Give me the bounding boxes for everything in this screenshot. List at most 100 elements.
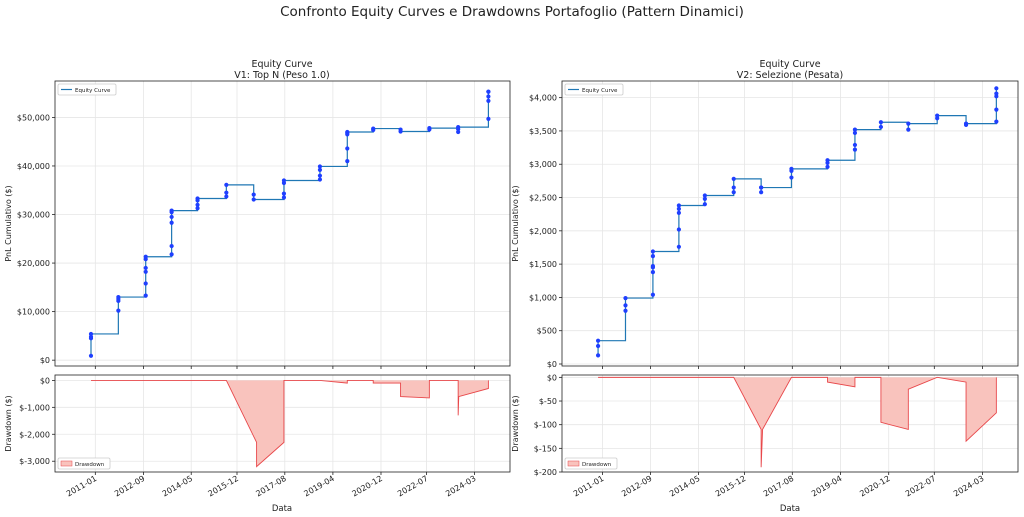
equity-point	[906, 121, 911, 126]
equity-point	[825, 164, 830, 169]
x-tick-label: 2022-07	[904, 474, 937, 499]
equity-point	[486, 89, 491, 94]
y-tick-label: $30,000	[17, 211, 50, 220]
x-tick-label: 2022-07	[396, 474, 429, 499]
equity-point	[169, 220, 174, 225]
equity-point	[317, 173, 323, 178]
equity-point	[994, 107, 999, 112]
x-tick-label: 2012-09	[620, 474, 653, 499]
panel-v1-title: Equity Curve	[251, 59, 312, 70]
equity-point	[317, 167, 323, 172]
equity-point	[281, 195, 287, 200]
legend-label: Drawdown	[75, 462, 105, 468]
equity-point	[676, 244, 681, 249]
equity-point	[878, 124, 884, 130]
y-tick-label: $0	[40, 356, 50, 365]
equity-point	[852, 127, 858, 132]
y-tick-label: $-3,000	[19, 457, 50, 466]
equity-point	[789, 166, 794, 171]
equity-point	[169, 214, 174, 220]
y-axis-label: PnL Cumulativo ($)	[511, 185, 520, 261]
equity-point	[143, 293, 148, 298]
y-axis-label: PnL Cumulativo ($)	[4, 185, 13, 261]
panel-v2-title: Equity Curve	[759, 59, 820, 70]
equity-point	[994, 119, 999, 124]
equity-point	[317, 164, 323, 169]
equity-point	[456, 125, 461, 130]
x-axis-label-right: Data	[780, 504, 800, 514]
x-tick-label: 2014-05	[668, 474, 701, 499]
equity-point	[345, 146, 350, 151]
equity-point	[852, 147, 858, 152]
equity-point	[731, 176, 736, 181]
panel-v2-subtitle: V2: Selezione (Pesata)	[737, 70, 843, 81]
y-tick-label: $0	[40, 376, 50, 385]
legend-swatch	[60, 460, 73, 467]
equity-point	[371, 126, 376, 131]
equity-point	[88, 353, 94, 358]
equity-point	[676, 227, 681, 232]
equity-point	[317, 177, 323, 182]
x-tick-label: 2011-01	[65, 474, 98, 499]
y-tick-label: $20,000	[17, 259, 50, 268]
equity-point	[345, 129, 350, 135]
panel-v1-subtitle: V1: Top N (Peso 1.0)	[234, 70, 329, 81]
legend-box	[564, 83, 624, 96]
y-tick-label: $50,000	[17, 113, 50, 122]
equity-point	[650, 292, 656, 297]
equity-point	[281, 191, 287, 196]
equity-point	[345, 159, 350, 164]
y-tick-label: $3,000	[529, 160, 557, 169]
x-tick-label: 2011-01	[572, 474, 605, 499]
equity-point	[427, 125, 432, 131]
v1-equity-axes: $0 $10,000 $20,000 $30,000 $40,000 $50,000 PnL…	[4, 80, 511, 369]
panel-v1-drawdown: $0 $-1,000 $-2,000 $-3,000 Drawdown ($) 2011-…	[4, 374, 511, 499]
y-tick-label: $1,000	[529, 293, 557, 302]
equity-point	[878, 120, 884, 125]
equity-point	[676, 206, 681, 211]
equity-point	[169, 252, 174, 257]
v2-drawdown-axes: $0 $-50 $-100 $-150 $-200 Drawdown ($) 2011-01…	[511, 373, 1019, 499]
equity-point	[731, 190, 736, 195]
v1-drawdown-axes: $0 $-1,000 $-2,000 $-3,000 Drawdown ($) 2011-…	[4, 374, 511, 499]
x-tick-label: 2020-12	[351, 474, 384, 499]
equity-point	[935, 113, 940, 118]
equity-point	[224, 194, 229, 199]
equity-point	[650, 254, 656, 259]
x-tick-label: 2012-09	[113, 474, 146, 499]
y-tick-label: $-50	[539, 397, 557, 406]
equity-point	[595, 343, 601, 349]
equity-point	[650, 249, 656, 254]
equity-point	[224, 182, 229, 188]
legend-box	[57, 83, 117, 96]
equity-point	[650, 270, 656, 275]
x-tick-label: 2020-12	[858, 474, 891, 499]
x-tick-label: 2019-04	[302, 474, 335, 499]
equity-point	[486, 98, 491, 104]
drawdown-line	[598, 376, 997, 468]
equity-point	[963, 121, 969, 126]
equity-point	[623, 303, 628, 308]
y-tick-label: $4,000	[529, 94, 557, 103]
equity-point	[195, 196, 200, 201]
legend-swatch	[567, 460, 580, 467]
y-tick-label: $3,500	[529, 127, 557, 136]
equity-point	[676, 203, 681, 208]
x-tick-label: 2024-03	[952, 474, 985, 499]
x-tick-label: 2019-04	[810, 474, 843, 499]
equity-point	[251, 192, 256, 197]
equity-point	[143, 254, 148, 259]
equity-point	[702, 202, 707, 207]
equity-point	[994, 86, 999, 91]
y-tick-label: $40,000	[17, 162, 50, 171]
x-tick-label: 2017-08	[254, 474, 287, 499]
figure-suptitle: Confronto Equity Curves e Drawdowns Port…	[280, 4, 744, 20]
equity-point	[486, 116, 491, 121]
equity-point	[623, 295, 628, 301]
equity-point	[825, 158, 830, 163]
equity-point	[169, 208, 174, 213]
equity-point	[116, 308, 121, 313]
y-axis-label: Drawdown ($)	[4, 395, 13, 451]
x-tick-label: 2024-03	[444, 474, 477, 499]
equity-point	[456, 129, 461, 135]
